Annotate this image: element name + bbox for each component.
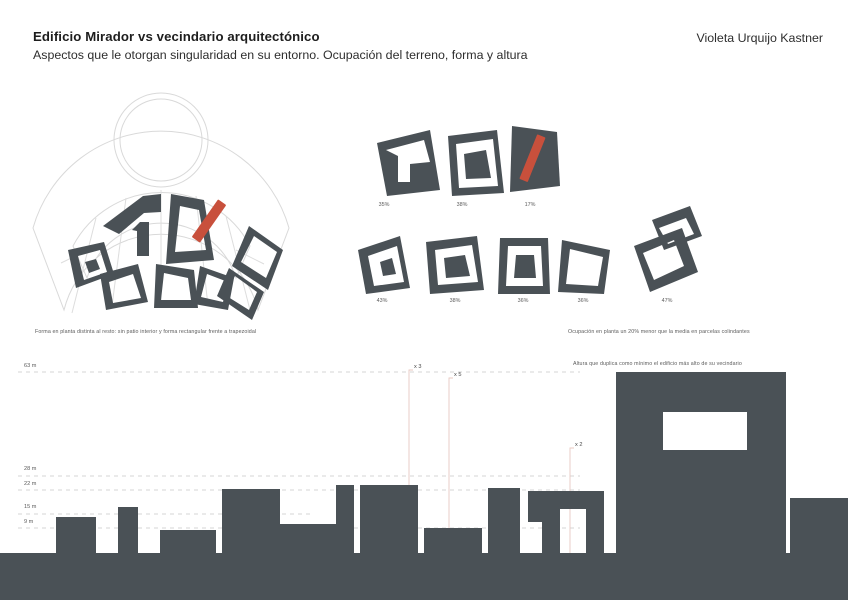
shape-top-2 — [448, 130, 504, 196]
shape-top-3-highlight — [519, 134, 546, 182]
shape-bot-1 — [358, 236, 410, 294]
pct-label-top-1: 35% — [378, 202, 390, 208]
building-06 — [222, 489, 280, 565]
page-subtitle: Aspectos que le otorgan singularidad en … — [33, 48, 528, 62]
footprint-bottom-4 — [194, 266, 234, 310]
siteplan-building-footprints — [68, 194, 283, 320]
footprint-upper-right-a — [232, 226, 283, 290]
footprint-bottom-2 — [100, 264, 148, 310]
building-08 — [336, 485, 354, 565]
poster-header: Edificio Mirador vs vecindario arquitect… — [33, 28, 823, 64]
pct-label-top-3: 17% — [524, 202, 536, 208]
building-11 — [488, 488, 520, 565]
footprints-svg — [358, 126, 702, 294]
axis-label-15m: 15 m — [24, 504, 37, 510]
building-mirador-tower — [616, 372, 786, 565]
footprint-upper-left — [103, 194, 161, 256]
bracket-x2 — [569, 447, 574, 553]
pct-label-top-2: 38% — [456, 202, 468, 208]
skyline-svg — [0, 369, 848, 600]
siteplan-figure — [28, 78, 328, 333]
fan-outer-ring — [32, 130, 290, 312]
ground-band — [0, 553, 848, 600]
axis-label-9m: 9 m — [24, 519, 34, 525]
shape-bot-5-b — [652, 206, 702, 250]
building-09 — [360, 485, 418, 565]
shape-bot-4 — [558, 240, 610, 294]
pct-label-bot-2: 38% — [449, 298, 461, 304]
plaza-circle-inner — [119, 98, 203, 182]
footprints-bottom-row — [358, 206, 702, 294]
multiplier-label-x3: x 3 — [414, 364, 422, 370]
bracket-x5 — [448, 377, 453, 553]
axis-label-22m: 22 m — [24, 481, 37, 487]
shape-bot-5-a — [634, 228, 698, 292]
shape-bot-3 — [498, 238, 550, 294]
pct-label-bot-5: 47% — [661, 298, 673, 304]
footprints-figure: 35% 38% 17% 43% 38% 36% 36% 47% — [352, 108, 702, 313]
caption-height: Altura que duplica como mínimo el edific… — [573, 361, 742, 367]
skyline-buildings — [0, 372, 848, 600]
pct-label-bot-3: 36% — [517, 298, 529, 304]
building-03 — [118, 507, 138, 565]
caption-occupancy: Ocupación en planta un 20% menor que la … — [568, 329, 750, 335]
author-name: Violeta Urquijo Kastner — [696, 31, 823, 45]
divider-1 — [71, 217, 97, 314]
building-12-u-shape — [528, 491, 604, 565]
axis-label-63m: 63 m — [24, 363, 37, 369]
shape-bot-2 — [426, 236, 484, 294]
footprint-bottom-3 — [154, 264, 198, 308]
multiplier-label-x2: x 2 — [575, 442, 583, 448]
multiplier-label-x5: x 5 — [454, 372, 462, 378]
siteplan-svg — [32, 92, 290, 320]
plaza-circle-outer — [113, 92, 209, 188]
caption-form: Forma en planta distinta al resto: sin p… — [35, 329, 257, 335]
mirador-highlight-slab — [192, 199, 226, 243]
pct-label-bot-1: 43% — [376, 298, 388, 304]
footprint-upper-mid — [166, 194, 214, 264]
skyline-figure: 63 m 28 m 22 m 15 m 9 m x 3 x 5 x 2 — [0, 352, 848, 605]
shape-top-1 — [377, 130, 440, 196]
axis-label-28m: 28 m — [24, 466, 37, 472]
page-title: Edificio Mirador vs vecindario arquitect… — [33, 29, 320, 44]
pct-label-bot-4: 36% — [577, 298, 589, 304]
